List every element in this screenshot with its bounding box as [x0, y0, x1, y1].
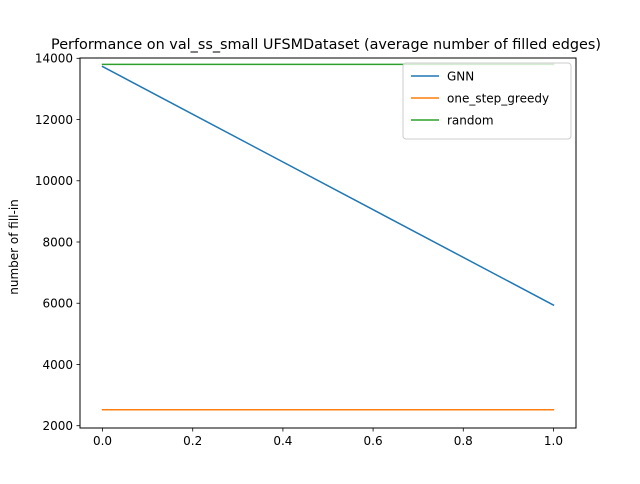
y-axis-label: number of fill-in [7, 199, 21, 295]
x-tick-label: 1.0 [544, 434, 563, 448]
x-tick-label: 0.4 [273, 434, 292, 448]
y-tick-label: 14000 [35, 52, 73, 66]
x-tick-label: 0.0 [93, 434, 112, 448]
legend-label-random: random [447, 113, 494, 127]
plot-area-frame [79, 57, 577, 429]
x-tick-label: 0.2 [183, 434, 202, 448]
chart-title: Performance on val_ss_small UFSMDataset … [51, 37, 601, 53]
x-tick-label: 0.8 [454, 434, 473, 448]
y-tick-label: 4000 [42, 358, 73, 372]
y-tick-label: 8000 [42, 235, 73, 249]
legend-box [402, 62, 572, 140]
y-tick-label: 10000 [35, 174, 73, 188]
legend-label-gnn: GNN [447, 69, 474, 83]
y-tick-label: 12000 [35, 113, 73, 127]
y-tick-label: 6000 [42, 297, 73, 311]
legend-label-one-step-greedy: one_step_greedy [447, 91, 549, 105]
x-tick-label: 0.6 [364, 434, 383, 448]
series-line-gnn [101, 65, 555, 307]
y-axis-ticks: 2000 4000 6000 8000 10000 12000 14000 [35, 52, 80, 433]
y-tick-label: 2000 [42, 419, 73, 433]
x-axis-ticks: 0.0 0.2 0.4 0.6 0.8 1.0 [93, 428, 563, 448]
